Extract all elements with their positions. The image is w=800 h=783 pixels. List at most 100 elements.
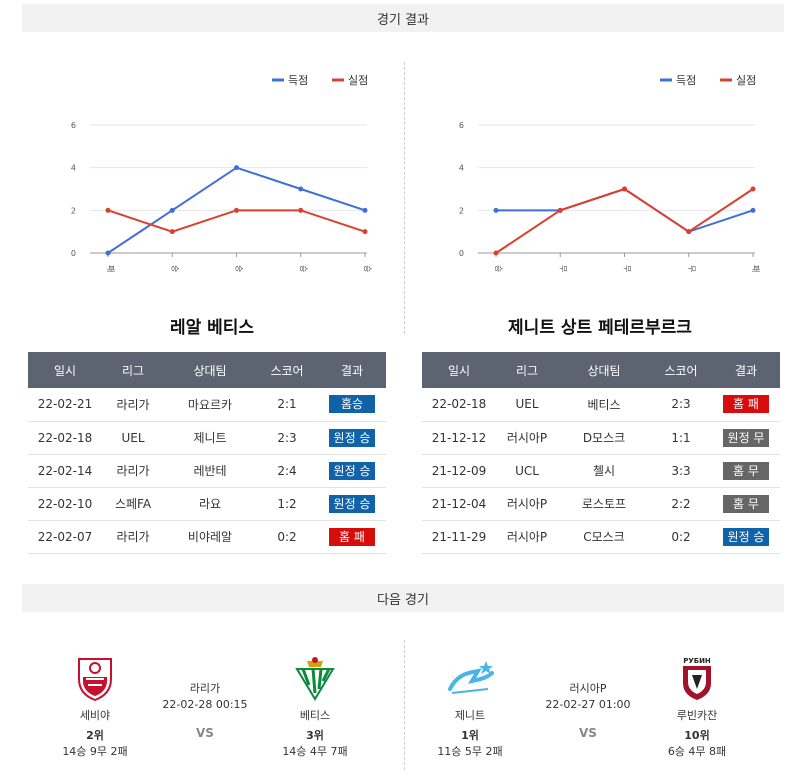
data-point [362,229,368,235]
cell-league: 스페FA [102,487,164,521]
data-point [750,186,756,192]
cell-score: 2:3 [256,421,318,455]
cell-opponent: 마요르카 [164,388,256,422]
x-tick-label: 무 [687,265,696,272]
col-league: 리그 [102,352,164,388]
result-badge: 원정 무 [723,428,769,447]
table-row: 22-02-18 UEL 베티스 2:3 홈 패 [422,388,780,422]
chart-divider [404,62,405,334]
zenit-logo-icon [448,661,494,694]
result-badge: 원정 승 [329,428,375,447]
results-table-zenit: 일시 리그 상대팀 스코어 결과 22-02-18 UEL 베티스 2:3 홈 패 21-… [422,352,780,554]
sevilla-logo-icon [78,658,112,701]
data-point [493,207,499,213]
betis-logo-icon [295,657,335,701]
legend-label: 득점 [288,74,308,87]
table-row: 22-02-21 라리가 마요르카 2:1 홈승 [28,388,386,422]
series-line [495,187,754,254]
team-name: 루빈카잔 [676,709,718,722]
chart-zenit: 득점 실점 0 2 4 6 승 무 무 무 패 [410,60,780,280]
cell-date: 21-11-29 [422,520,496,554]
team-card-rubin[interactable]: РУБИН 루빈카잔 10위 6승 4무 8패 [652,655,742,759]
y-tick-label: 0 [459,249,464,258]
cell-league: 러시아P [496,421,558,455]
col-date: 일시 [422,352,496,388]
team-card-betis[interactable]: 베티스 3위 14승 4무 7패 [270,655,360,759]
y-tick-label: 6 [71,121,76,130]
cell-league: 라리가 [102,520,164,554]
data-point [362,207,368,213]
result-badge: 원정 승 [329,461,375,480]
cell-opponent: D모스크 [558,421,650,455]
cell-league: 러시아P [496,487,558,521]
chart-real-betis: 득점 실점 0 2 4 6 패 승 승 승 승 [22,60,392,280]
col-opponent: 상대팀 [558,352,650,388]
cell-score: 3:3 [650,454,712,488]
cell-score: 2:1 [256,388,318,422]
cell-date: 22-02-21 [28,388,102,422]
cell-date: 21-12-12 [422,421,496,455]
x-tick-label: 무 [558,265,567,272]
data-point [686,229,692,235]
team-record: 11승 5무 2패 [437,745,503,758]
rubin-logo-text: РУБИН [683,657,711,665]
match-datetime: 22-02-28 00:15 [162,698,248,711]
result-badge: 홈 패 [723,395,769,414]
data-point [493,250,499,256]
team-card-zenit[interactable]: 제니트 1위 11승 5무 2패 [425,655,515,759]
cell-league: UEL [102,421,164,455]
team-rank: 10위 [684,729,710,742]
x-tick-label: 승 [170,265,179,272]
result-badge: 홈 무 [723,461,769,480]
data-point [169,229,175,235]
data-point [750,207,756,213]
y-tick-label: 6 [459,121,464,130]
cell-result: 원정 승 [318,421,386,455]
data-point [234,207,239,213]
y-tick-label: 4 [71,164,76,173]
cell-league: 러시아P [496,520,558,554]
cell-score: 2:3 [650,388,712,422]
cell-date: 22-02-14 [28,454,102,488]
legend-label: 실점 [348,74,368,87]
team-rank: 1위 [461,729,479,742]
team-card-sevilla[interactable]: 세비야 2위 14승 9무 2패 [50,655,140,759]
table-row: 22-02-18 UEL 제니트 2:3 원정 승 [28,421,386,455]
next-header: 다음 경기 [22,584,784,612]
table-row: 21-11-29 러시아P C모스크 0:2 원정 승 [422,520,780,554]
col-result: 결과 [318,352,386,388]
data-point [298,186,304,192]
cell-league: 라리가 [102,388,164,422]
match-league: 러시아P [569,682,607,695]
data-point [105,207,111,213]
legend-label: 득점 [676,74,696,87]
team-record: 14승 9무 2패 [62,745,128,758]
data-point [105,250,111,256]
x-tick-label: 승 [494,265,503,272]
cell-score: 2:2 [650,487,712,521]
legend-label: 실점 [736,74,756,87]
next-divider [404,640,405,770]
data-point [622,186,627,192]
col-league: 리그 [496,352,558,388]
data-point [557,207,563,213]
results-table-betis: 일시 리그 상대팀 스코어 결과 22-02-21 라리가 마요르카 2:1 홈승 22-… [28,352,386,554]
vs-label: VS [579,726,597,740]
x-tick-label: 패 [751,265,761,272]
team-name: 세비야 [79,709,111,722]
x-tick-label: 패 [106,265,116,272]
match-info: 러시아P 22-02-27 01:00 [533,680,643,711]
cell-result: 홈 무 [712,454,780,488]
data-point [169,207,175,213]
y-tick-label: 2 [71,206,76,215]
team-title-betis: 레알 베티스 [169,318,255,338]
cell-date: 21-12-09 [422,454,496,488]
col-score: 스코어 [650,352,712,388]
team-record: 6승 4무 8패 [667,745,727,758]
cell-score: 0:2 [256,520,318,554]
cell-score: 1:1 [650,421,712,455]
table-header-row: 일시 리그 상대팀 스코어 결과 [422,352,780,388]
cell-date: 22-02-10 [28,487,102,521]
table-row: 21-12-04 러시아P 로스토프 2:2 홈 무 [422,487,780,521]
cell-opponent: 로스토프 [558,487,650,521]
